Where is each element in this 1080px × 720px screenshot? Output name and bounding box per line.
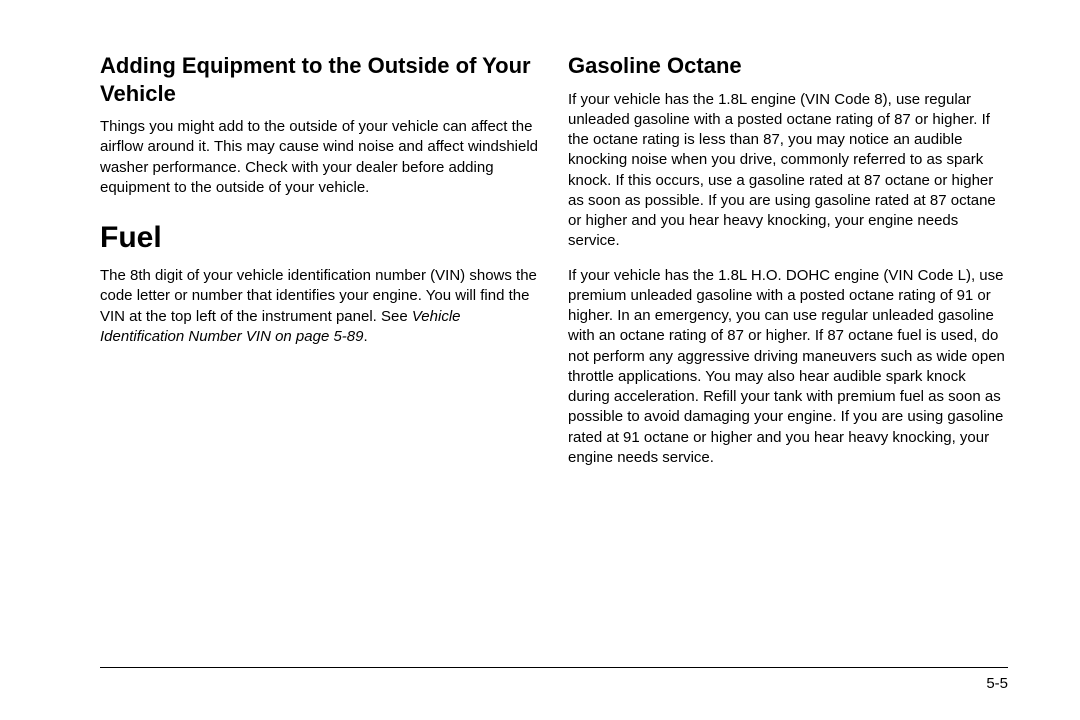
- footer-rule: [100, 667, 1008, 668]
- right-column: Gasoline Octane If your vehicle has the …: [568, 52, 1008, 482]
- heading-gasoline-octane: Gasoline Octane: [568, 52, 1008, 80]
- page: Adding Equipment to the Outside of Your …: [0, 0, 1080, 720]
- heading-adding-equipment: Adding Equipment to the Outside of Your …: [100, 52, 540, 107]
- page-number: 5-5: [986, 675, 1008, 692]
- para-fuel-text-c: .: [364, 328, 368, 345]
- para-octane-2: If your vehicle has the 1.8L H.O. DOHC e…: [568, 266, 1008, 469]
- left-column: Adding Equipment to the Outside of Your …: [100, 52, 540, 482]
- para-octane-1: If your vehicle has the 1.8L engine (VIN…: [568, 90, 1008, 252]
- para-adding-equipment: Things you might add to the outside of y…: [100, 117, 540, 198]
- columns: Adding Equipment to the Outside of Your …: [100, 52, 1008, 482]
- para-fuel: The 8th digit of your vehicle identifica…: [100, 266, 540, 347]
- para-fuel-text-a: The 8th digit of your vehicle identifica…: [100, 267, 537, 325]
- heading-fuel: Fuel: [100, 220, 540, 256]
